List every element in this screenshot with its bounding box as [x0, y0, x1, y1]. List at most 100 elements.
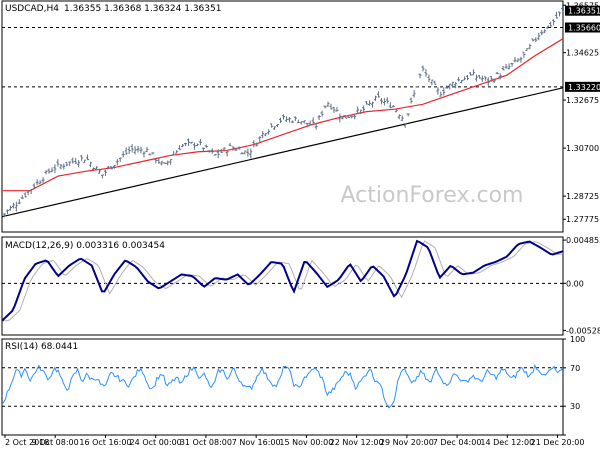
price-bar: [136, 146, 140, 153]
price-bar: [442, 87, 446, 96]
price-bar: [86, 154, 90, 161]
price-bar: [308, 120, 312, 126]
price-bar: [338, 113, 342, 123]
price-bar: [489, 75, 493, 82]
price-bar: [35, 179, 39, 186]
price-bar: [65, 161, 69, 167]
macd-y-tick-label-0: 0.004853: [566, 236, 600, 245]
price-y-tick-label-5: 1.27775: [566, 215, 599, 224]
price-bar: [290, 120, 294, 123]
price-bar: [38, 180, 42, 185]
rsi-line: [1, 363, 564, 409]
price-y-tick-label-2: 1.32675: [566, 96, 599, 105]
price-bar: [249, 148, 253, 159]
price-bar: [2, 213, 6, 218]
price-bar: [151, 152, 155, 155]
price-bar: [41, 177, 45, 183]
price-bar: [154, 158, 158, 164]
price-bar: [261, 131, 265, 139]
price-badge-bg-2: [565, 81, 600, 92]
price-bar: [516, 58, 520, 62]
price-bar: [207, 150, 211, 153]
price-bar: [427, 74, 431, 83]
price-bar: [543, 29, 547, 34]
price-bar: [293, 116, 297, 122]
price-bar: [466, 74, 470, 81]
price-bar: [11, 202, 15, 209]
macd-y-tick-label-1: 0.00: [566, 279, 584, 288]
price-bar: [124, 147, 128, 155]
price-bar: [216, 149, 220, 158]
price-bar: [507, 63, 511, 70]
price-bar: [287, 116, 291, 123]
rsi-panel-frame: [1, 338, 564, 436]
price-bar: [270, 123, 274, 128]
price-bar: [198, 138, 202, 146]
price-bar: [403, 123, 407, 128]
price-bar: [14, 201, 18, 212]
price-bar: [296, 119, 300, 124]
price-bar: [329, 103, 333, 110]
price-badge-bg-1: [565, 22, 600, 33]
price-bar: [412, 90, 416, 98]
price-bar: [341, 115, 345, 120]
x-tick-label-8: 29 Nov 20:00: [380, 438, 434, 447]
price-bar: [195, 143, 199, 147]
price-bar: [118, 157, 122, 163]
rsi-label: RSI(14) 68.0441: [5, 342, 78, 352]
price-bar: [240, 151, 244, 155]
price-bar: [106, 166, 110, 170]
price-bar: [160, 160, 164, 166]
price-bar: [103, 169, 107, 176]
price-bar: [222, 147, 226, 151]
price-bar: [157, 157, 161, 165]
moving-average-line: [2, 38, 564, 192]
price-bar: [50, 167, 54, 173]
price-bar: [451, 81, 455, 88]
price-bar: [525, 48, 529, 51]
price-bar: [368, 100, 372, 106]
price-bar: [463, 76, 467, 81]
price-bar: [225, 150, 229, 157]
price-bar: [163, 162, 167, 164]
price-bar: [540, 30, 544, 36]
price-bar: [513, 57, 517, 63]
price-bar: [397, 114, 401, 120]
macd-y-tick-label-2: -0.005284: [566, 326, 600, 335]
price-bar: [347, 114, 351, 119]
price-bar: [531, 38, 535, 42]
price-bar: [379, 97, 383, 105]
price-bar: [237, 146, 241, 150]
price-bar: [26, 190, 30, 196]
price-bar: [474, 74, 478, 82]
price-bar: [133, 146, 137, 155]
x-tick-label-7: 22 Nov 12:00: [330, 438, 384, 447]
price-bar: [415, 86, 419, 88]
price-y-tick-label-1: 1.34625: [566, 49, 599, 58]
price-bar: [486, 77, 490, 86]
price-bar: [59, 163, 63, 170]
x-tick-label-1: 9 Oct 08:00: [32, 438, 79, 447]
price-bar: [371, 101, 375, 108]
price-bar: [228, 143, 232, 147]
price-bar: [382, 98, 386, 106]
price-bar: [20, 195, 24, 200]
price-bar: [534, 37, 538, 42]
price-bar: [317, 115, 321, 121]
price-bar: [445, 85, 449, 89]
price-bar: [353, 113, 357, 120]
price-bar: [142, 151, 146, 158]
price-bar: [433, 80, 437, 85]
price-bar: [350, 115, 354, 119]
price-bar: [394, 109, 398, 113]
price-bar: [169, 158, 173, 165]
price-bar: [400, 115, 404, 121]
price-bar: [552, 19, 556, 26]
price-bar: [115, 159, 119, 166]
price-bar: [130, 144, 134, 153]
price-bar: [189, 141, 193, 144]
price-bar: [335, 107, 339, 112]
price-bar: [175, 150, 179, 154]
